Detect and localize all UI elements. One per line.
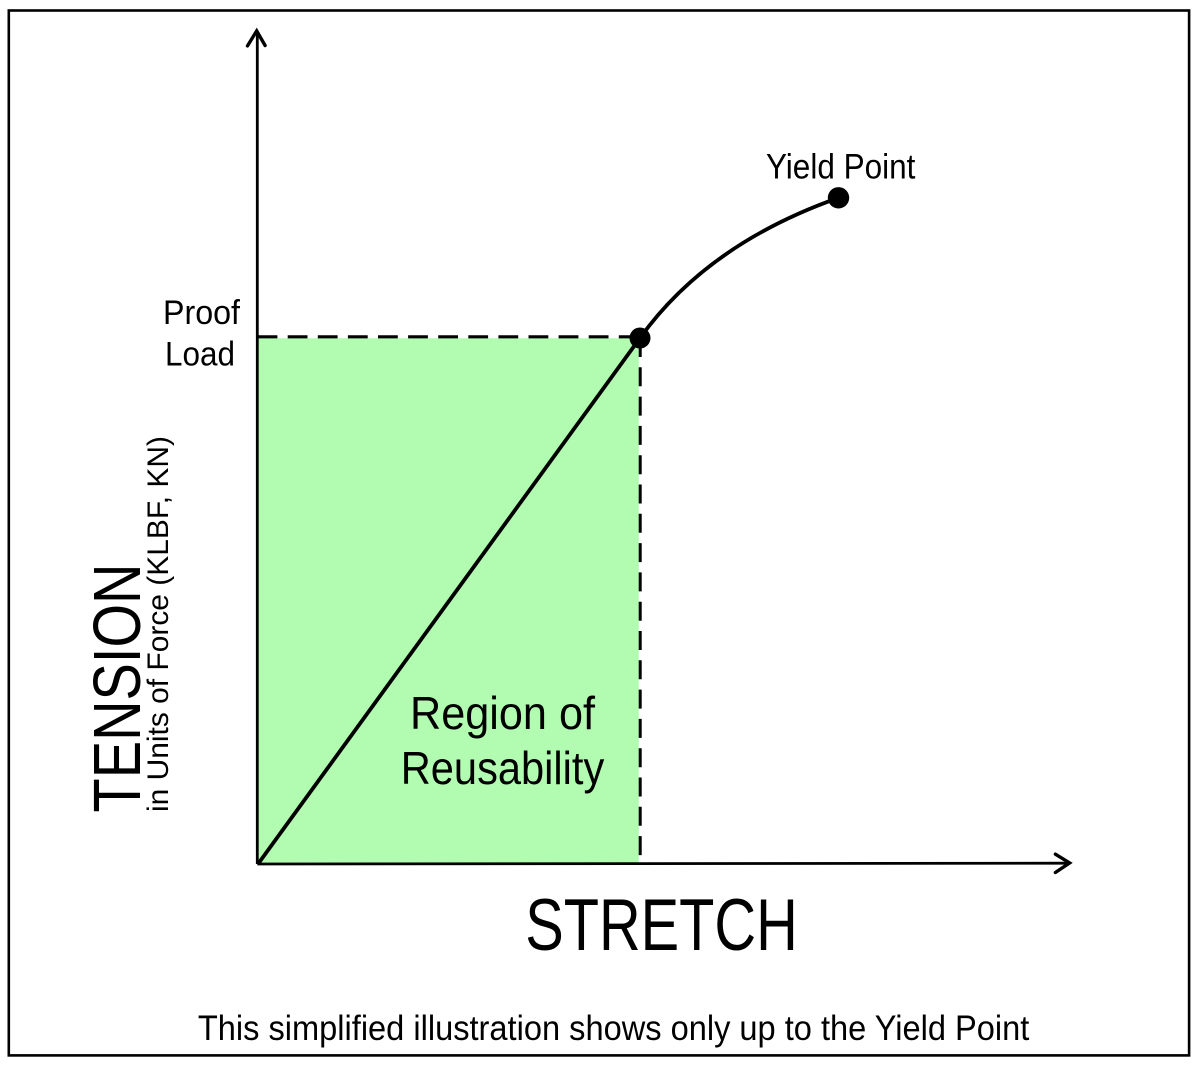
svg-text:Region of: Region of: [410, 687, 595, 739]
svg-text:Yield Point: Yield Point: [766, 148, 916, 187]
svg-text:STRETCH: STRETCH: [525, 885, 798, 966]
svg-text:Proof: Proof: [163, 294, 241, 332]
svg-text:Reusability: Reusability: [401, 742, 605, 794]
svg-text:in Units of Force (KLBF, KN): in Units of Force (KLBF, KN): [142, 436, 175, 812]
svg-text:Load: Load: [165, 336, 235, 374]
svg-text:TENSION: TENSION: [80, 564, 155, 813]
svg-text:This simplified illustration s: This simplified illustration shows only …: [198, 1009, 1030, 1048]
